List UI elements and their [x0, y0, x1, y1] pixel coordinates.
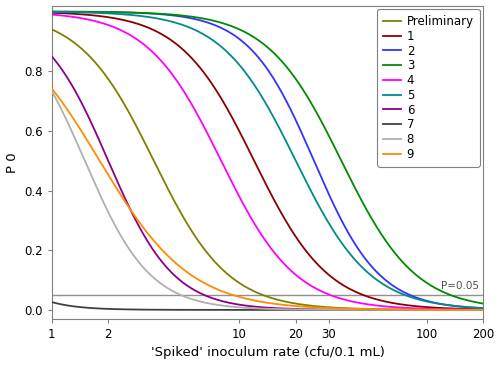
8: [384, 308, 390, 312]
2: [54, 9, 60, 14]
3: [384, 241, 390, 246]
9: [238, 295, 244, 299]
1: [468, 307, 473, 311]
X-axis label: 'Spiked' inoculum rate (cfu/0.1 mL): 'Spiked' inoculum rate (cfu/0.1 mL): [150, 346, 384, 360]
5: [54, 10, 60, 14]
1: [384, 300, 390, 304]
7: [238, 308, 244, 312]
7: [480, 308, 486, 312]
2: [480, 306, 486, 311]
9: [54, 92, 60, 97]
1: [238, 131, 244, 135]
1: [30, 10, 36, 15]
5: [384, 285, 390, 289]
5: [468, 305, 473, 310]
3: [54, 9, 60, 14]
4: [54, 13, 60, 17]
3: [480, 301, 486, 306]
2: [250, 49, 256, 53]
7: [384, 308, 390, 312]
4: [468, 307, 473, 312]
Y-axis label: P 0: P 0: [6, 152, 18, 173]
2: [30, 9, 36, 14]
7: [30, 293, 36, 297]
8: [467, 308, 473, 312]
8: [54, 97, 60, 102]
6: [467, 308, 473, 312]
7: [54, 301, 60, 306]
6: [480, 308, 486, 312]
8: [468, 308, 473, 312]
6: [384, 308, 390, 312]
3: [30, 9, 36, 14]
4: [467, 307, 473, 312]
1: [54, 11, 60, 15]
3: [467, 299, 473, 303]
4: [238, 196, 244, 201]
Preliminary: [384, 307, 390, 312]
Line: 4: 4: [34, 14, 483, 310]
3: [250, 34, 256, 38]
Preliminary: [468, 308, 473, 312]
1: [467, 307, 473, 311]
5: [30, 9, 36, 14]
4: [480, 307, 486, 312]
8: [30, 61, 36, 65]
6: [54, 60, 60, 64]
1: [480, 307, 486, 311]
9: [480, 308, 486, 312]
3: [238, 28, 244, 32]
4: [250, 218, 256, 222]
Line: 3: 3: [34, 12, 483, 304]
5: [250, 80, 256, 84]
Line: Preliminary: Preliminary: [34, 23, 483, 310]
6: [238, 303, 244, 307]
3: [468, 299, 473, 303]
9: [384, 307, 390, 312]
8: [250, 306, 256, 310]
7: [467, 308, 473, 312]
5: [480, 306, 486, 310]
Line: 6: 6: [34, 39, 483, 310]
6: [250, 304, 256, 308]
Legend: Preliminary, 1, 2, 3, 4, 5, 6, 7, 8, 9: Preliminary, 1, 2, 3, 4, 5, 6, 7, 8, 9: [377, 9, 480, 167]
Preliminary: [250, 288, 256, 293]
7: [468, 308, 473, 312]
Line: 5: 5: [34, 12, 483, 308]
5: [467, 305, 473, 310]
Line: 9: 9: [34, 68, 483, 310]
Preliminary: [238, 281, 244, 286]
Preliminary: [480, 308, 486, 312]
Preliminary: [467, 308, 473, 312]
9: [250, 298, 256, 302]
Line: 8: 8: [34, 63, 483, 310]
8: [238, 305, 244, 310]
4: [30, 11, 36, 16]
Preliminary: [30, 20, 36, 25]
7: [250, 308, 256, 312]
2: [384, 280, 390, 284]
2: [468, 305, 473, 310]
6: [468, 308, 473, 312]
Line: 2: 2: [34, 12, 483, 308]
9: [30, 66, 36, 70]
1: [250, 155, 256, 159]
6: [30, 37, 36, 41]
Line: 1: 1: [34, 12, 483, 309]
8: [480, 308, 486, 312]
Preliminary: [54, 30, 60, 34]
2: [238, 38, 244, 42]
Line: 7: 7: [34, 295, 483, 310]
4: [384, 304, 390, 309]
Text: P=0.05: P=0.05: [441, 281, 479, 291]
9: [468, 308, 473, 312]
9: [467, 308, 473, 312]
5: [238, 64, 244, 68]
2: [467, 305, 473, 310]
